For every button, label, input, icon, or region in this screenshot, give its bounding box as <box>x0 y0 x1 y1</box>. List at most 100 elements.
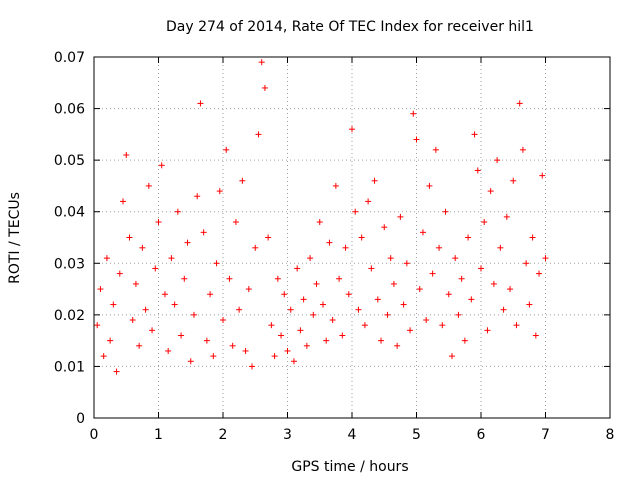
data-point <box>216 188 223 195</box>
data-point <box>107 337 114 344</box>
data-point <box>384 311 391 318</box>
data-point <box>361 322 368 329</box>
data-point <box>329 317 336 324</box>
data-point <box>220 317 226 324</box>
y-tick-label: 0.01 <box>54 359 85 375</box>
data-point <box>332 182 339 189</box>
data-point <box>319 301 326 308</box>
y-tick-label: 0 <box>76 411 85 427</box>
x-tick-label: 7 <box>541 427 550 443</box>
data-point <box>178 332 185 339</box>
data-point <box>516 100 523 107</box>
data-point <box>136 342 143 349</box>
data-point <box>368 265 375 272</box>
data-point <box>442 208 449 215</box>
data-point <box>413 136 420 143</box>
data-point <box>232 219 239 226</box>
data-point <box>213 260 220 267</box>
data-point <box>274 275 281 282</box>
data-point <box>268 322 275 329</box>
data-point <box>207 291 214 298</box>
y-axis-label: ROTI / TECUs <box>7 192 23 284</box>
data-point <box>419 229 426 236</box>
data-point <box>152 265 159 272</box>
data-point <box>407 327 414 334</box>
data-point <box>290 358 297 365</box>
data-point <box>316 219 323 226</box>
data-point <box>452 255 459 262</box>
data-point <box>197 100 204 107</box>
data-point <box>497 244 504 251</box>
x-axis-label: GPS time / hours <box>291 459 408 475</box>
data-point <box>400 301 407 308</box>
data-point <box>168 255 175 262</box>
data-point <box>429 270 436 277</box>
data-point <box>494 157 501 164</box>
data-point <box>468 296 475 303</box>
data-point <box>342 244 349 251</box>
data-point <box>390 280 397 287</box>
x-tick-label: 6 <box>477 427 486 443</box>
data-point <box>371 177 378 184</box>
data-point <box>432 146 439 153</box>
data-point <box>349 126 355 133</box>
data-point <box>203 337 210 344</box>
data-point <box>455 311 462 318</box>
data-point <box>403 260 410 267</box>
data-point <box>474 167 481 174</box>
data-point <box>294 265 301 272</box>
data-point <box>158 162 165 169</box>
data-point <box>423 317 430 324</box>
data-point <box>439 322 446 329</box>
data-point <box>145 182 152 189</box>
data-point <box>326 239 333 246</box>
data-point <box>539 172 546 179</box>
data-point <box>461 337 468 344</box>
data-point <box>478 265 484 272</box>
y-tick-label: 0.02 <box>54 308 85 324</box>
data-point <box>448 353 455 360</box>
data-point <box>300 296 307 303</box>
data-point <box>265 234 272 241</box>
x-tick-label: 1 <box>154 427 163 443</box>
data-point <box>323 337 330 344</box>
data-point <box>161 291 168 298</box>
data-point <box>249 363 256 370</box>
data-point <box>387 255 394 262</box>
data-point <box>358 234 365 241</box>
data-point <box>181 275 188 282</box>
data-point <box>255 131 262 138</box>
data-point <box>287 306 294 313</box>
data-point <box>223 146 230 153</box>
data-point <box>113 368 120 375</box>
y-tick-label: 0.06 <box>54 102 85 118</box>
data-point <box>284 347 291 354</box>
data-point <box>503 213 510 220</box>
data-point <box>258 59 265 66</box>
data-point <box>313 280 320 287</box>
data-point <box>129 317 136 324</box>
data-point <box>103 255 110 262</box>
x-tick-label: 0 <box>90 427 99 443</box>
x-tick-label: 2 <box>219 427 228 443</box>
data-point <box>471 131 478 138</box>
data-point <box>310 311 317 318</box>
data-point <box>236 306 243 313</box>
data-point <box>187 358 194 365</box>
x-tick-label: 5 <box>412 427 421 443</box>
data-point <box>536 270 543 277</box>
data-point <box>381 224 388 231</box>
data-point <box>132 280 139 287</box>
data-point <box>297 327 304 334</box>
data-point <box>436 244 443 251</box>
data-point <box>278 332 285 339</box>
x-tick-label: 8 <box>606 427 615 443</box>
data-point <box>500 306 507 313</box>
data-point <box>281 291 288 298</box>
data-point <box>239 177 246 184</box>
data-point <box>523 260 530 267</box>
data-point <box>416 286 423 293</box>
axis-ticks: 0 1 2 3 4 5 6 7 8 0 0.01 0.02 0.03 0.04 0.05 0.06 0.07 <box>54 50 615 443</box>
data-point <box>123 151 130 158</box>
